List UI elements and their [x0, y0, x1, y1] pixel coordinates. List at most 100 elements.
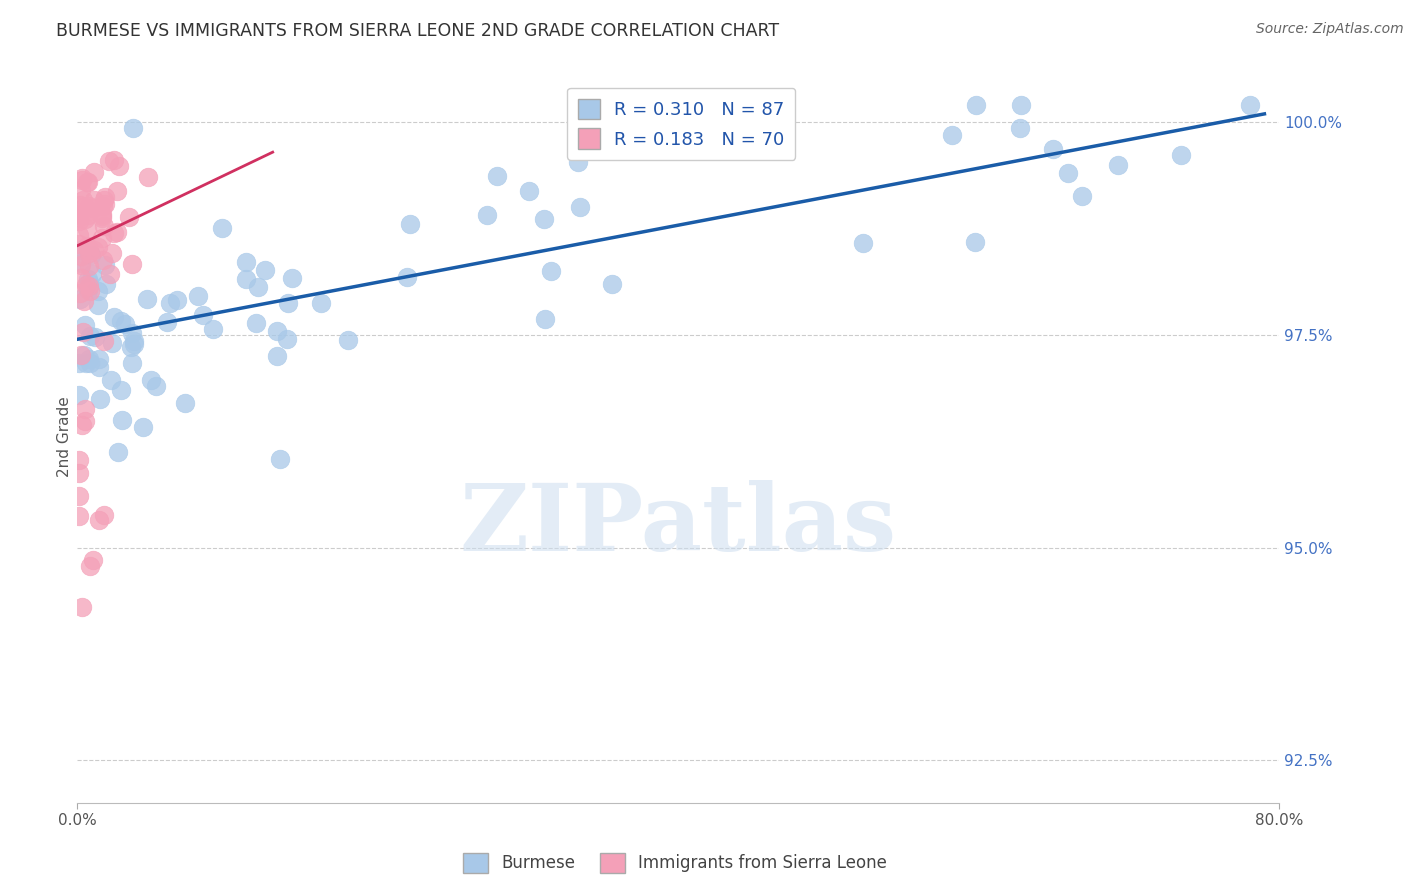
Point [105, 226, 128, 240]
Point [98, 153, 121, 168]
Point [533, 212, 555, 227]
Point [309, 295, 332, 310]
Point [765, 117, 787, 131]
Point [91, 252, 114, 267]
Point [76, 221, 98, 235]
Point [540, 263, 562, 277]
Point [79, 284, 101, 298]
Point [76, 175, 98, 189]
Point [73, 200, 96, 214]
Point [103, 153, 125, 168]
Point [90, 209, 112, 223]
Point [76, 239, 98, 253]
Point [135, 292, 157, 306]
Point [89, 359, 111, 374]
Point [84, 330, 107, 344]
Point [114, 317, 136, 331]
Point [87, 298, 110, 312]
Point [83, 193, 105, 207]
Point [1170, 148, 1192, 162]
Point [67, 388, 90, 402]
Point [136, 170, 159, 185]
Point [101, 335, 124, 350]
Point [600, 277, 623, 291]
Point [235, 272, 257, 286]
Point [69, 270, 91, 285]
Point [254, 263, 277, 277]
Point [76, 272, 98, 286]
Point [1107, 158, 1129, 172]
Point [79, 559, 101, 574]
Point [247, 280, 270, 294]
Point [94, 277, 117, 292]
Point [941, 128, 963, 142]
Point [277, 296, 299, 310]
Point [1042, 142, 1064, 156]
Point [107, 445, 129, 459]
Point [1070, 189, 1092, 203]
Point [141, 373, 163, 387]
Point [73, 294, 96, 309]
Point [965, 235, 987, 249]
Point [517, 184, 540, 198]
Point [70, 182, 93, 196]
Point [100, 373, 122, 387]
Point [67, 228, 90, 243]
Point [965, 98, 987, 112]
Point [93, 193, 115, 207]
Point [89, 513, 111, 527]
Point [70, 258, 93, 272]
Point [100, 246, 122, 260]
Point [79, 328, 101, 343]
Point [111, 413, 134, 427]
Point [72, 325, 94, 339]
Point [67, 452, 90, 467]
Point [93, 197, 115, 211]
Point [98, 267, 121, 281]
Point [69, 285, 91, 300]
Point [94, 258, 117, 272]
Point [72, 348, 94, 362]
Point [110, 383, 132, 397]
Point [69, 197, 91, 211]
Point [173, 396, 195, 410]
Point [187, 289, 209, 303]
Point [80, 248, 103, 262]
Y-axis label: 2nd Grade: 2nd Grade [56, 397, 72, 477]
Point [395, 270, 418, 285]
Point [131, 419, 153, 434]
Point [67, 236, 90, 251]
Point [245, 316, 267, 330]
Legend: R = 0.310   N = 87, R = 0.183   N = 70: R = 0.310 N = 87, R = 0.183 N = 70 [567, 87, 796, 160]
Point [70, 243, 93, 257]
Point [76, 283, 98, 297]
Point [70, 249, 93, 263]
Point [67, 489, 90, 503]
Point [87, 284, 110, 298]
Point [67, 207, 90, 221]
Point [1239, 98, 1261, 112]
Point [145, 379, 167, 393]
Point [89, 392, 111, 406]
Point [121, 356, 143, 370]
Point [1010, 121, 1032, 136]
Point [67, 210, 90, 224]
Point [108, 159, 131, 173]
Point [121, 256, 143, 270]
Point [533, 312, 555, 326]
Point [91, 206, 114, 220]
Point [851, 235, 873, 250]
Point [91, 199, 114, 213]
Text: BURMESE VS IMMIGRANTS FROM SIERRA LEONE 2ND GRADE CORRELATION CHART: BURMESE VS IMMIGRANTS FROM SIERRA LEONE … [56, 22, 779, 40]
Point [67, 356, 90, 370]
Text: ZIPatlas: ZIPatlas [460, 480, 897, 570]
Point [266, 349, 288, 363]
Point [83, 165, 105, 179]
Point [75, 402, 97, 417]
Point [569, 200, 592, 214]
Point [70, 418, 93, 433]
Point [103, 226, 125, 240]
Point [67, 466, 90, 480]
Point [166, 293, 188, 307]
Text: Source: ZipAtlas.com: Source: ZipAtlas.com [1256, 22, 1403, 37]
